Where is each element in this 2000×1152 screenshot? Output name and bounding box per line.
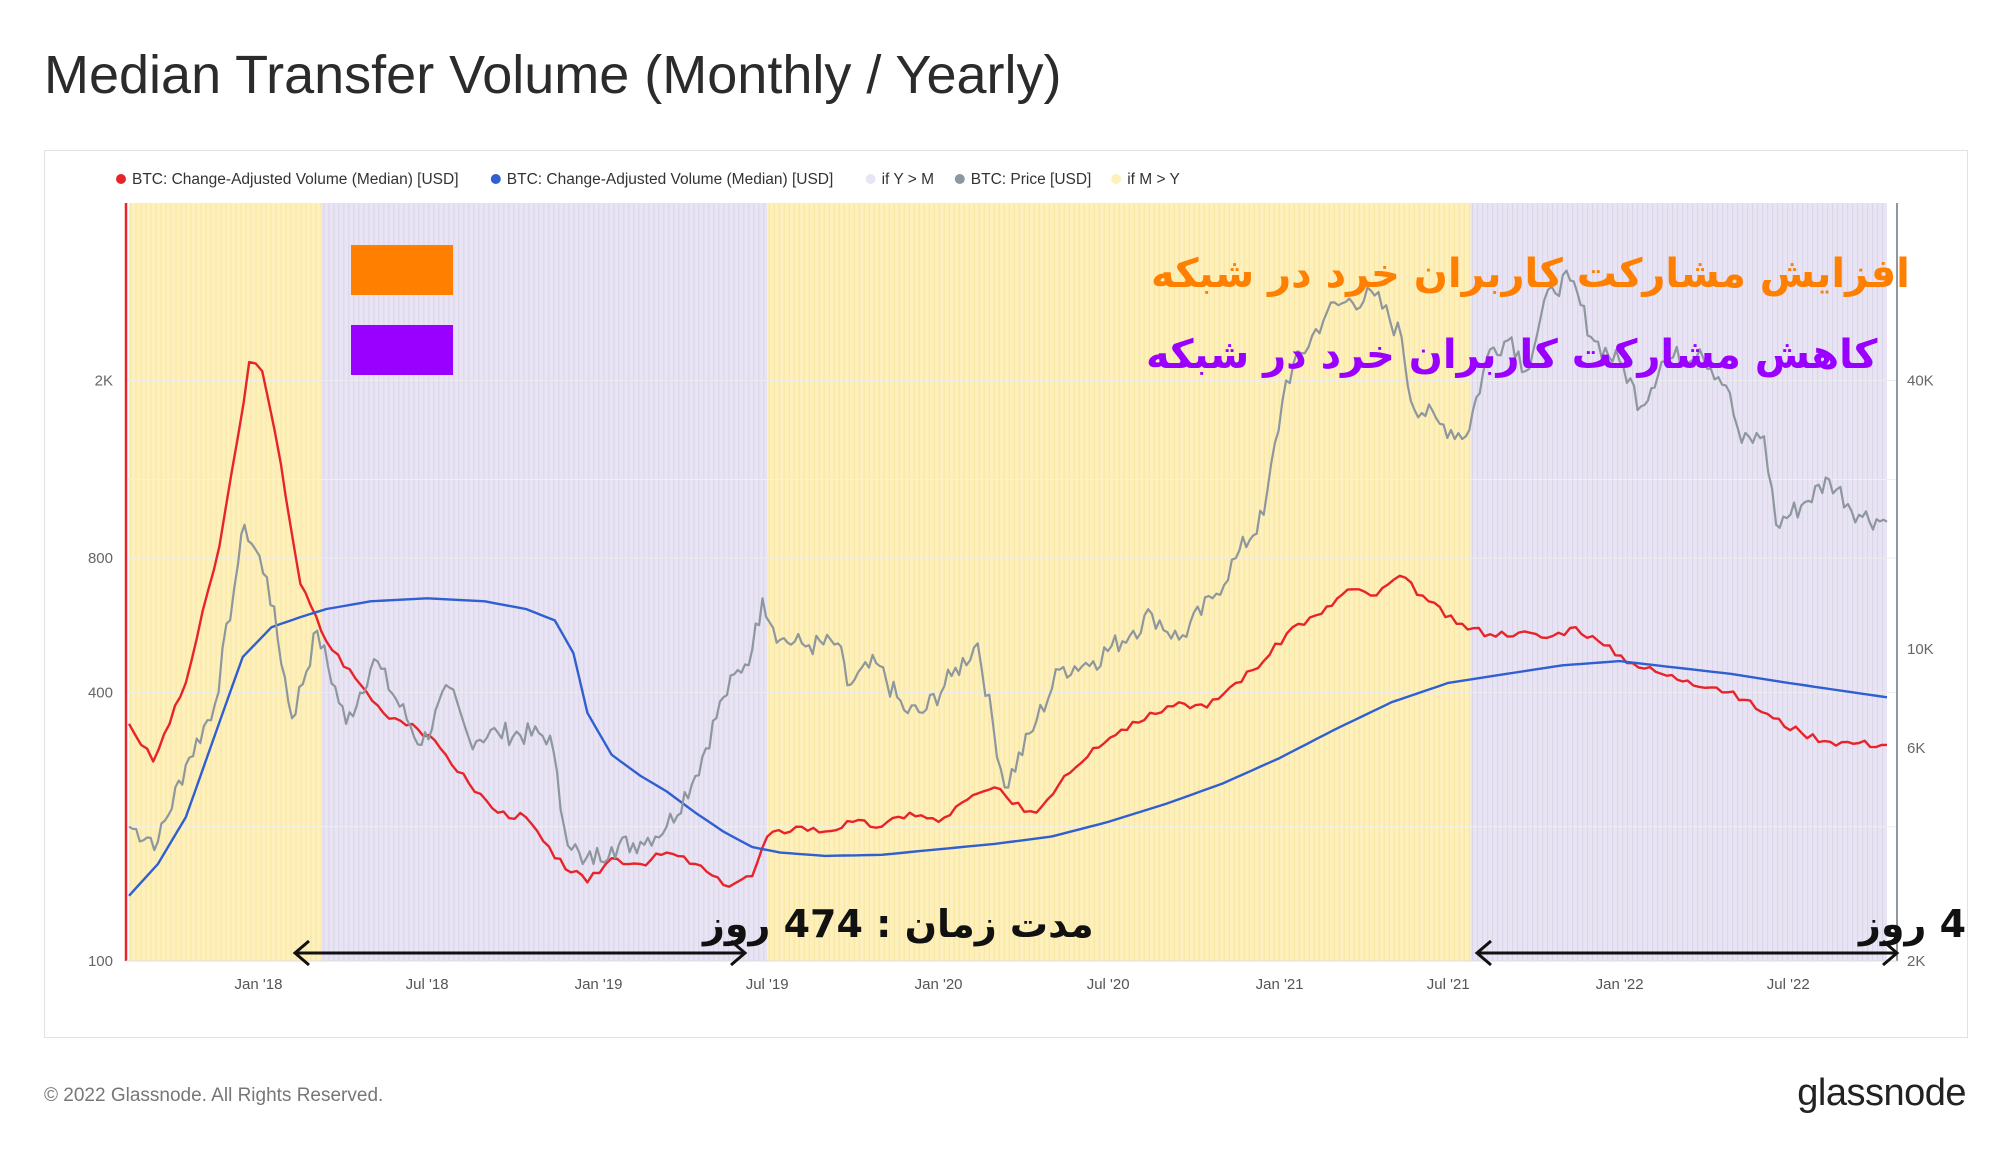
legend-label-2: if Y > M bbox=[882, 171, 934, 188]
y-right-tick-2: 10K bbox=[1907, 641, 1934, 658]
legend-marker-0 bbox=[116, 174, 126, 184]
x-tick-3: Jul '19 bbox=[746, 976, 789, 993]
series bbox=[127, 269, 1888, 897]
axes bbox=[124, 203, 1898, 962]
legend-marker-4 bbox=[1111, 174, 1122, 184]
x-tick-7: Jul '21 bbox=[1427, 976, 1470, 993]
y-right-tick-0: 2K bbox=[1907, 953, 1925, 970]
chart-frame: glassnode BTC: Change-Adjusted Volume (M… bbox=[44, 150, 1968, 1038]
period-two-label: هم اکنون : 426 روز bbox=[1857, 902, 1967, 947]
annotation-legend: افزایش مشارکت کاربران خرد در شبکه کاهش م… bbox=[351, 245, 1910, 378]
series-line-1 bbox=[128, 597, 1888, 897]
period-two-arrowhead-right bbox=[1882, 939, 1900, 967]
regions bbox=[129, 203, 1887, 961]
swatch-increase bbox=[351, 245, 453, 295]
copyright: © 2022 Glassnode. All Rights Reserved. bbox=[44, 1085, 384, 1106]
y-left-tick-2: 800 bbox=[88, 550, 113, 567]
legend: BTC: Change-Adjusted Volume (Median) [US… bbox=[116, 171, 1180, 188]
x-tick-0: Jan '18 bbox=[235, 976, 283, 993]
region-stripes-2 bbox=[768, 203, 1470, 961]
region-stripes-1 bbox=[323, 203, 765, 961]
period-one-label: مدت زمان : 474 روز bbox=[701, 902, 1094, 947]
legend-marker-3 bbox=[954, 174, 965, 184]
period-one-arrowhead-right bbox=[730, 939, 748, 967]
legend-label-4: if M > Y bbox=[1127, 171, 1180, 188]
swatch-decrease bbox=[351, 325, 453, 375]
legend-label-3: BTC: Price [USD] bbox=[971, 171, 1092, 188]
period-two-arrowhead-left bbox=[1474, 939, 1492, 967]
series-line-2 bbox=[128, 269, 1888, 866]
x-tick-5: Jul '20 bbox=[1087, 976, 1130, 993]
brand-logo: glassnode bbox=[1797, 1072, 1966, 1114]
page-title: Median Transfer Volume (Monthly / Yearly… bbox=[44, 45, 1062, 105]
x-tick-6: Jan '21 bbox=[1256, 976, 1304, 993]
annotation-increase: افزایش مشارکت کاربران خرد در شبکه bbox=[1151, 251, 1910, 297]
legend-marker-1 bbox=[490, 174, 501, 184]
x-tick-9: Jul '22 bbox=[1767, 976, 1810, 993]
period-one: مدت زمان : 474 روز bbox=[292, 902, 1094, 967]
x-tick-8: Jan '22 bbox=[1596, 976, 1644, 993]
period-two: هم اکنون : 426 روز bbox=[1474, 902, 1967, 967]
y-right-tick-3: 40K bbox=[1907, 373, 1934, 390]
y-right-tick-1: 6K bbox=[1907, 740, 1925, 757]
x-tick-4: Jan '20 bbox=[915, 976, 963, 993]
region-stripes-3 bbox=[1472, 203, 1884, 961]
annotation-decrease: کاهش مشارکت کاربران خرد در شبکه bbox=[1146, 332, 1878, 378]
x-tick-1: Jul '18 bbox=[406, 976, 449, 993]
x-tick-2: Jan '19 bbox=[575, 976, 623, 993]
legend-label-1: BTC: Change-Adjusted Volume (Median) [US… bbox=[507, 171, 834, 188]
y-left-tick-0: 100 bbox=[88, 953, 113, 970]
region-0 bbox=[129, 203, 322, 961]
y-left-tick-3: 2K bbox=[95, 373, 113, 390]
chart-svg: glassnode BTC: Change-Adjusted Volume (M… bbox=[88, 171, 1967, 993]
legend-marker-2 bbox=[865, 174, 876, 184]
legend-label-0: BTC: Change-Adjusted Volume (Median) [US… bbox=[132, 171, 459, 188]
period-one-arrowhead-left bbox=[292, 939, 310, 967]
series-line-0 bbox=[127, 360, 1888, 888]
y-left-tick-1: 400 bbox=[88, 684, 113, 701]
